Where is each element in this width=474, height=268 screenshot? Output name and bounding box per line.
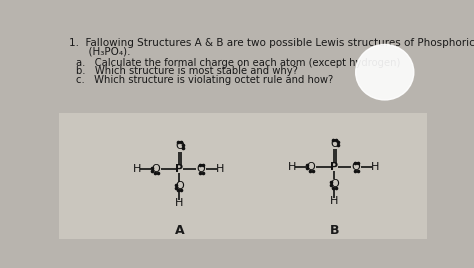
Ellipse shape: [356, 44, 414, 100]
Text: B: B: [329, 224, 339, 237]
Text: O: O: [352, 162, 360, 172]
Text: H: H: [216, 164, 224, 174]
Text: O: O: [175, 181, 184, 191]
Text: O: O: [197, 164, 205, 174]
Text: O: O: [307, 162, 316, 172]
Text: O: O: [330, 139, 339, 149]
FancyBboxPatch shape: [59, 113, 427, 239]
Text: H: H: [330, 196, 338, 206]
Text: O: O: [152, 164, 161, 174]
Text: (H₃PO₄).: (H₃PO₄).: [69, 47, 130, 57]
Text: H: H: [175, 198, 183, 208]
Text: P: P: [330, 162, 338, 172]
Text: a.   Calculate the formal charge on each atom (except hydrogen): a. Calculate the formal charge on each a…: [76, 58, 401, 68]
Text: H: H: [371, 162, 379, 172]
Text: P: P: [175, 164, 183, 174]
Text: c.   Which structure is violating octet rule and how?: c. Which structure is violating octet ru…: [76, 75, 334, 84]
Text: O: O: [175, 141, 184, 151]
Text: b.   Which structure is most stable and why?: b. Which structure is most stable and wh…: [76, 66, 298, 76]
Text: A: A: [174, 224, 184, 237]
Text: H: H: [288, 162, 296, 172]
Text: H: H: [133, 164, 141, 174]
Text: 1.  Fallowing Structures A & B are two possible Lewis structures of Phosphoric a: 1. Fallowing Structures A & B are two po…: [69, 38, 474, 48]
Text: O: O: [330, 179, 339, 189]
